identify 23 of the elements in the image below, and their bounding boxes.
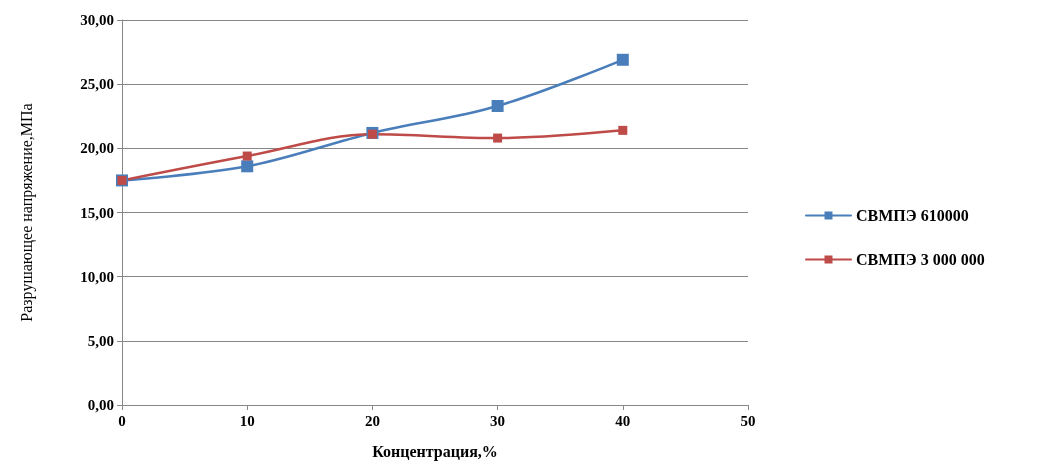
point (618, 125, 628, 135)
y-tick-label: 20,00 (80, 140, 114, 157)
y-axis-title: Разрушающее напряжение,МПа (17, 103, 36, 322)
x-tick-label: 50 (740, 412, 756, 429)
point (242, 151, 252, 161)
legend-label: СВМПЭ 610000 (856, 207, 969, 224)
point (616, 53, 629, 66)
y-tick-label: 25,00 (80, 76, 114, 93)
y-tick-label: 15,00 (80, 204, 114, 221)
x-tick-label: 10 (239, 412, 255, 429)
point (491, 99, 504, 112)
y-tick-label: 30,00 (80, 12, 114, 28)
point (493, 133, 503, 143)
point (241, 160, 254, 173)
y-tick-label: 0,00 (87, 397, 114, 413)
y-tick-label: 5,00 (87, 332, 114, 349)
x-tick-label: 20 (364, 412, 380, 429)
x-tick-label: 0 (118, 412, 126, 429)
x-tick-label: 40 (615, 412, 631, 429)
legend-label: СВМПЭ 3 000 000 (856, 251, 985, 268)
x-axis-title: Концентрация,% (372, 442, 498, 461)
x-tick-label: 30 (490, 412, 506, 429)
y-tick-label: 10,00 (80, 268, 114, 285)
